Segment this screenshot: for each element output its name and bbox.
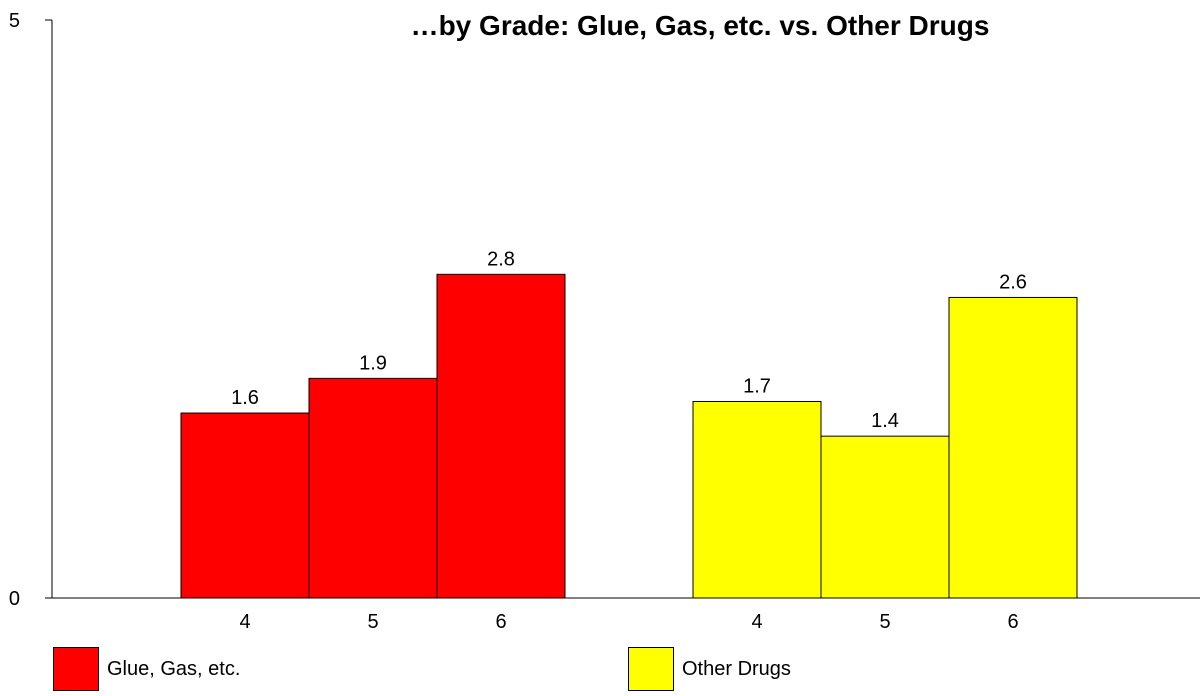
bars: 1.6 4 1.9 5 2.8 6 1.7 4 1.4 5 2.6 6	[180, 248, 1078, 633]
bar	[692, 400, 822, 599]
legend-item-other-drugs: Other Drugs	[628, 646, 791, 692]
bar	[948, 296, 1078, 599]
legend-item-glue: Glue, Gas, etc.	[53, 646, 240, 692]
data-label: 1.4	[871, 410, 899, 432]
data-label: 1.6	[231, 387, 259, 409]
x-tick-label: 6	[1007, 611, 1018, 633]
data-label: 2.8	[487, 248, 515, 270]
bar	[820, 435, 950, 599]
x-tick-label: 5	[367, 611, 378, 633]
x-tick-label: 6	[495, 611, 506, 633]
y-tick-label: 5	[9, 10, 20, 32]
legend-label-glue: Glue, Gas, etc.	[107, 657, 241, 680]
bar	[180, 412, 310, 599]
legend-swatch-glue	[53, 647, 99, 691]
x-tick-label: 4	[239, 611, 250, 633]
legend-label-other-drugs: Other Drugs	[682, 657, 791, 680]
x-tick-label: 5	[879, 611, 890, 633]
bar	[308, 377, 438, 599]
data-label: 2.6	[999, 271, 1027, 293]
chart-title: …by Grade: Glue, Gas, etc. vs. Other Dru…	[411, 10, 990, 41]
data-label: 1.7	[743, 375, 771, 397]
y-tick-label: 0	[9, 588, 20, 610]
legend-swatch-other-drugs	[628, 647, 674, 691]
bar	[436, 273, 566, 599]
x-tick-label: 4	[751, 611, 762, 633]
data-label: 1.9	[359, 352, 387, 374]
